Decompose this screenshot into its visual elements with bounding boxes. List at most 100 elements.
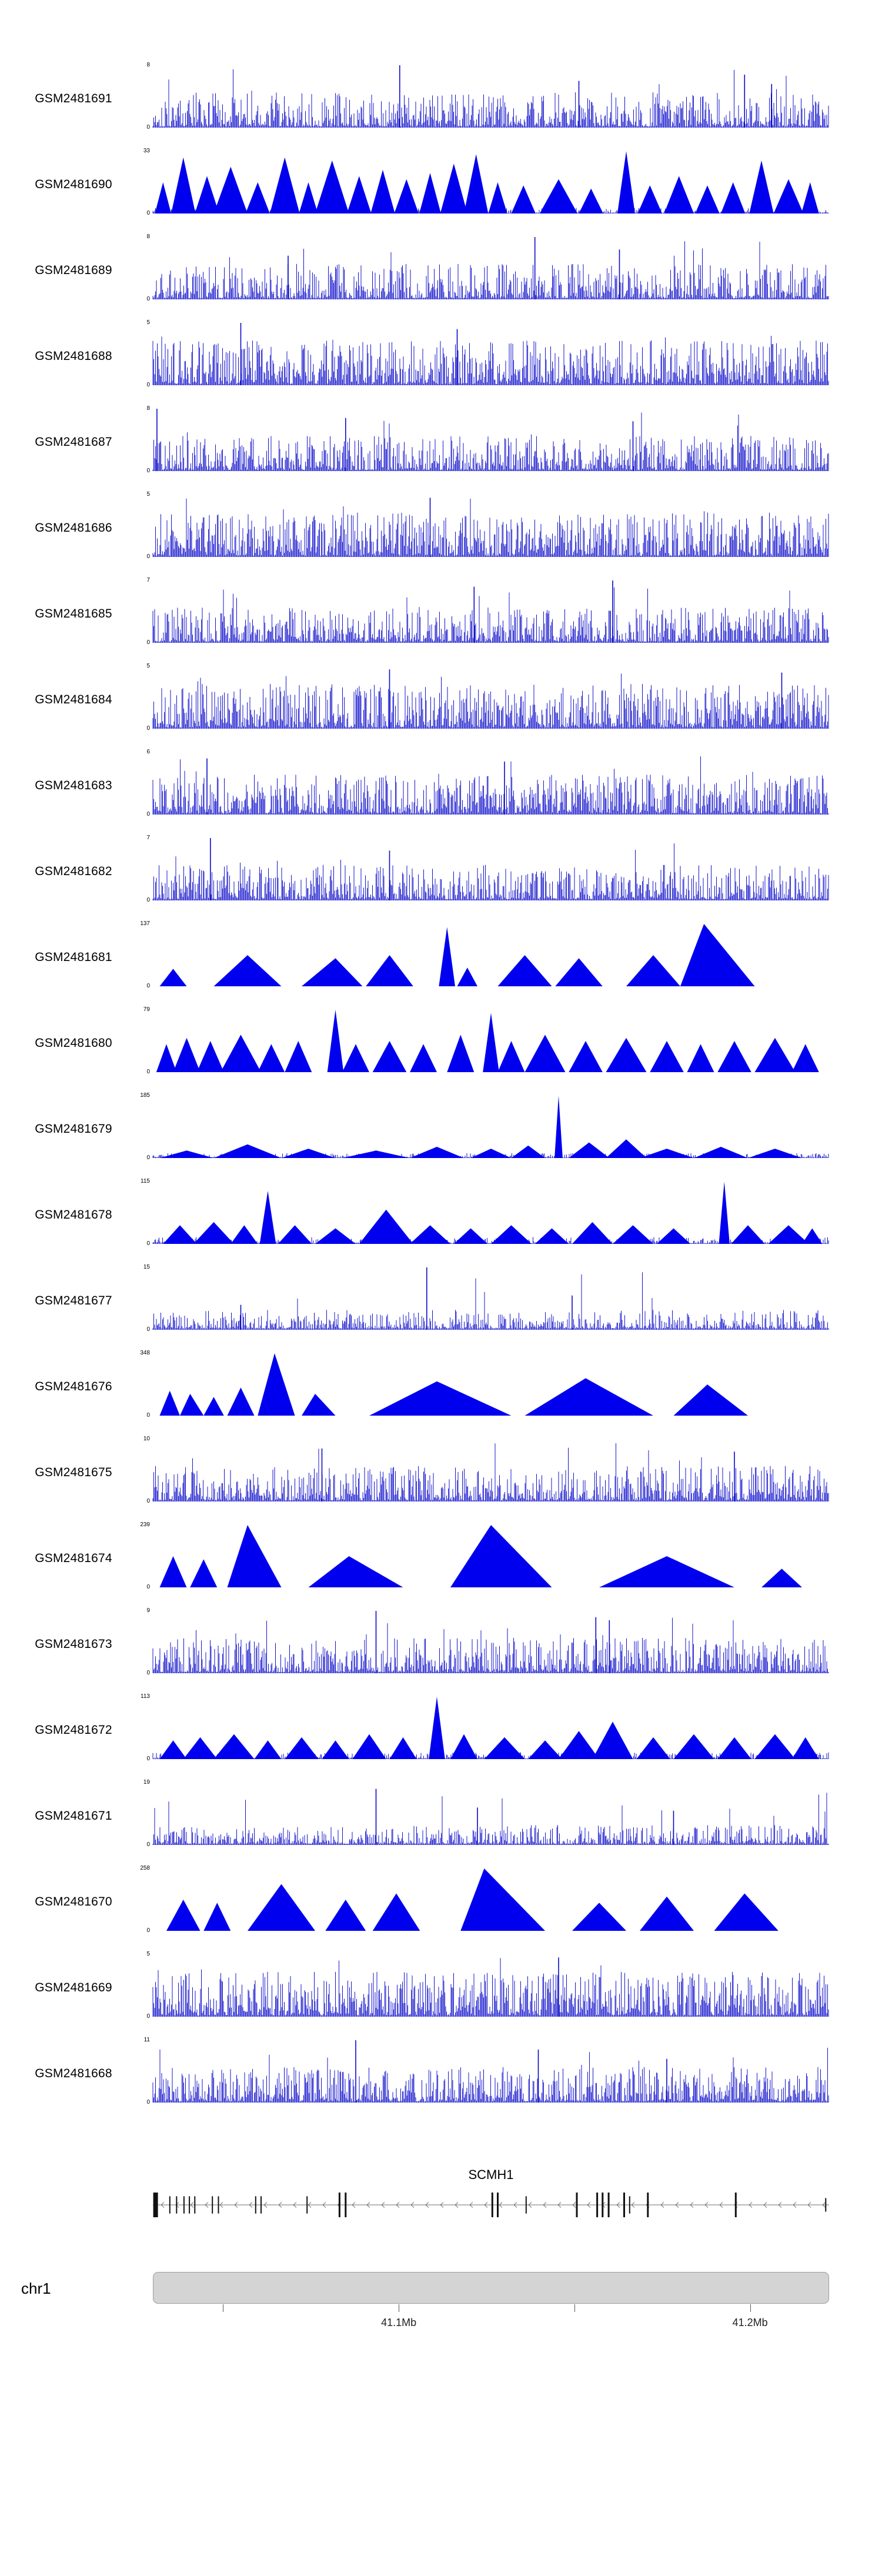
coverage-track-row: GSM2481691 8 0 xyxy=(0,56,882,142)
exon-mark xyxy=(212,2196,213,2214)
chromosome-name-label: chr1 xyxy=(21,2280,51,2297)
y-axis-max-label: 15 xyxy=(143,1263,150,1270)
exon-mark xyxy=(602,2193,604,2217)
signal-peaks xyxy=(159,924,755,986)
sample-label: GSM2481683 xyxy=(35,779,112,792)
signal-spike xyxy=(473,580,613,643)
coverage-track-row: GSM2481685 7 0 xyxy=(0,571,882,657)
sample-label: GSM2481680 xyxy=(35,1036,112,1050)
exon-mark xyxy=(491,2193,493,2217)
signal-dense xyxy=(152,498,829,557)
coverage-track-row: GSM2481672 113 0 xyxy=(0,1687,882,1773)
sample-label: GSM2481679 xyxy=(35,1122,112,1136)
signal-plot-area: 8 0 xyxy=(146,233,829,302)
y-axis-max-label: 7 xyxy=(146,834,150,841)
y-axis-zero-label: 0 xyxy=(146,1326,150,1333)
y-axis-zero-label: 0 xyxy=(146,725,150,732)
y-axis-max-label: 5 xyxy=(146,662,150,669)
sample-label: GSM2481675 xyxy=(35,1466,112,1479)
y-axis-zero-label: 0 xyxy=(146,1755,150,1762)
y-axis-max-label: 348 xyxy=(140,1349,150,1356)
y-axis-zero-label: 0 xyxy=(146,1497,150,1504)
exon-mark xyxy=(825,2198,827,2212)
coverage-track-row: GSM2481687 8 0 xyxy=(0,399,882,485)
coverage-track-row: GSM2481682 7 0 xyxy=(0,829,882,915)
signal-spike xyxy=(355,2040,667,2103)
signal-dense xyxy=(152,69,829,128)
signal-plot-area: 8 0 xyxy=(146,405,829,474)
exon-mark xyxy=(169,2196,171,2214)
coverage-track-row: GSM2481690 33 0 xyxy=(0,142,882,228)
coverage-track-row: GSM2481675 10 0 xyxy=(0,1430,882,1516)
signal-spike xyxy=(210,838,390,900)
coverage-track-row: GSM2481669 5 0 xyxy=(0,1945,882,2031)
sample-label: GSM2481677 xyxy=(35,1294,112,1307)
signal-plot xyxy=(159,1353,748,1416)
signal-plot xyxy=(152,65,829,128)
coverage-track-row: GSM2481683 6 0 xyxy=(0,743,882,829)
y-axis-max-label: 5 xyxy=(146,1950,150,1957)
signal-peaks xyxy=(166,1868,779,1931)
signal-plot xyxy=(152,580,829,643)
y-axis-max-label: 8 xyxy=(146,61,150,68)
y-axis-max-label: 11 xyxy=(143,2036,150,2043)
y-axis-max-label: 137 xyxy=(140,920,150,927)
signal-plot-area: 11 0 xyxy=(144,2037,829,2105)
exon-mark xyxy=(345,2193,347,2217)
y-axis-max-label: 113 xyxy=(141,1693,150,1700)
y-axis-zero-label: 0 xyxy=(146,1412,150,1419)
signal-plot xyxy=(152,1443,829,1501)
y-axis-max-label: 258 xyxy=(140,1864,150,1871)
y-axis-max-label: 10 xyxy=(143,1435,150,1442)
y-axis-zero-label: 0 xyxy=(146,467,150,474)
signal-peaks xyxy=(159,1096,802,1158)
coverage-track-row: GSM2481678 115 0 xyxy=(0,1172,882,1258)
sample-label: GSM2481691 xyxy=(35,92,112,105)
signal-dense xyxy=(152,843,829,900)
signal-peaks xyxy=(156,1010,819,1072)
signal-dense xyxy=(152,1958,829,2017)
y-axis-max-label: 5 xyxy=(146,490,150,498)
sample-label: GSM2481686 xyxy=(35,521,112,535)
signal-plot-area: 5 0 xyxy=(146,319,829,388)
y-axis-zero-label: 0 xyxy=(146,295,150,302)
signal-plot xyxy=(166,1868,779,1931)
exon-mark xyxy=(255,2196,256,2214)
exon-mark xyxy=(734,2193,737,2217)
coverage-track-row: GSM2481670 258 0 xyxy=(0,1859,882,1945)
y-axis-zero-label: 0 xyxy=(146,381,150,388)
y-axis-max-label: 9 xyxy=(146,1607,150,1614)
signal-plot xyxy=(152,669,829,729)
exon-mark xyxy=(176,2196,178,2214)
sample-label: GSM2481684 xyxy=(35,693,112,706)
signal-plot-area: 348 0 xyxy=(140,1350,829,1419)
y-axis-max-label: 33 xyxy=(143,147,150,154)
signal-plot xyxy=(152,1788,829,1845)
y-axis-zero-label: 0 xyxy=(146,810,150,817)
signal-plot-area: 9 0 xyxy=(146,1607,829,1676)
y-axis-zero-label: 0 xyxy=(146,124,150,131)
sample-label: GSM2481673 xyxy=(35,1637,112,1651)
y-axis-zero-label: 0 xyxy=(146,553,150,560)
axis-tick-label: 41.1Mb xyxy=(381,2317,417,2328)
signal-dense xyxy=(152,2047,829,2103)
signal-dense xyxy=(152,756,829,815)
signal-spike xyxy=(375,1788,674,1845)
coverage-track-row: GSM2481679 185 0 xyxy=(0,1086,882,1172)
signal-spike xyxy=(288,237,620,299)
sample-label: GSM2481678 xyxy=(35,1208,112,1222)
signal-peaks xyxy=(163,1182,823,1244)
y-axis-max-label: 6 xyxy=(146,748,150,755)
signal-spike xyxy=(240,323,458,385)
y-axis-zero-label: 0 xyxy=(146,209,150,216)
signal-plot xyxy=(159,1525,802,1587)
sample-label: GSM2481669 xyxy=(35,1981,112,1994)
coverage-track-row: GSM2481677 15 0 xyxy=(0,1258,882,1344)
signal-spike xyxy=(321,1448,735,1501)
y-axis-zero-label: 0 xyxy=(146,639,150,646)
coverage-tracks: GSM2481691 8 0 GSM2481690 33 0 GSM248168… xyxy=(0,56,882,2105)
signal-spike xyxy=(375,1611,610,1673)
y-axis-max-label: 115 xyxy=(141,1177,150,1184)
exon-mark xyxy=(306,2196,308,2214)
signal-plot-area: 10 0 xyxy=(143,1436,829,1504)
